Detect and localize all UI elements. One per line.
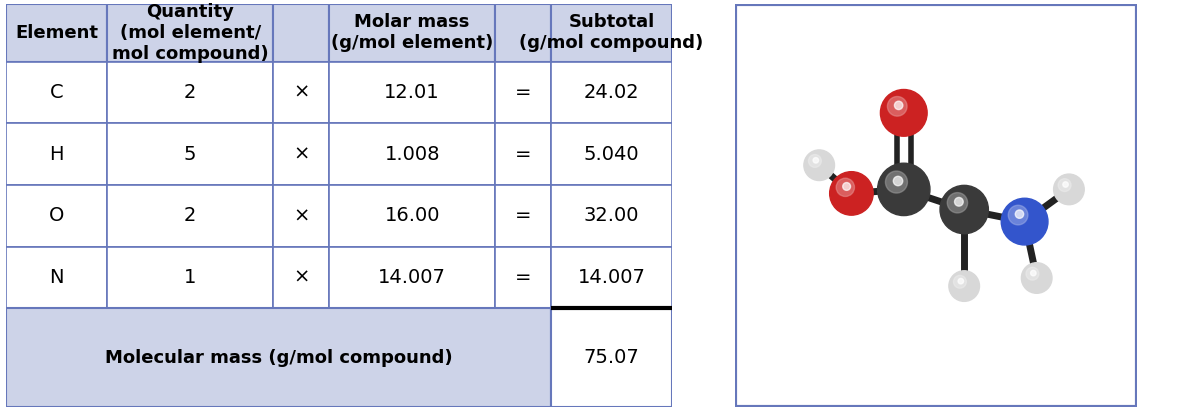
FancyBboxPatch shape bbox=[6, 247, 107, 308]
FancyBboxPatch shape bbox=[6, 123, 107, 185]
Circle shape bbox=[1054, 174, 1085, 205]
Text: Molar mass
(g/mol element): Molar mass (g/mol element) bbox=[331, 14, 493, 52]
FancyBboxPatch shape bbox=[274, 62, 329, 123]
Circle shape bbox=[947, 193, 967, 213]
FancyBboxPatch shape bbox=[551, 247, 672, 308]
Text: 5: 5 bbox=[184, 145, 197, 164]
FancyBboxPatch shape bbox=[496, 4, 551, 62]
Text: ×: × bbox=[293, 206, 310, 225]
FancyBboxPatch shape bbox=[329, 4, 496, 62]
Circle shape bbox=[1008, 205, 1028, 225]
Circle shape bbox=[893, 176, 902, 186]
Text: Element: Element bbox=[14, 24, 98, 42]
FancyBboxPatch shape bbox=[6, 308, 551, 407]
Text: 5.040: 5.040 bbox=[583, 145, 640, 164]
Circle shape bbox=[886, 171, 907, 193]
Text: =: = bbox=[515, 83, 532, 102]
Text: 12.01: 12.01 bbox=[384, 83, 440, 102]
FancyBboxPatch shape bbox=[6, 4, 107, 62]
Circle shape bbox=[1021, 263, 1052, 293]
Circle shape bbox=[958, 278, 964, 284]
Circle shape bbox=[1026, 267, 1039, 280]
Text: 2: 2 bbox=[184, 83, 197, 102]
Circle shape bbox=[954, 197, 964, 206]
Text: 1: 1 bbox=[184, 268, 197, 287]
FancyBboxPatch shape bbox=[274, 4, 329, 62]
Circle shape bbox=[894, 101, 902, 110]
Circle shape bbox=[1058, 179, 1072, 192]
Circle shape bbox=[836, 178, 854, 196]
FancyBboxPatch shape bbox=[551, 185, 672, 247]
Text: Quantity
(mol element/
mol compound): Quantity (mol element/ mol compound) bbox=[112, 3, 269, 63]
Circle shape bbox=[829, 172, 874, 215]
FancyBboxPatch shape bbox=[107, 4, 274, 62]
Text: =: = bbox=[515, 145, 532, 164]
Text: 14.007: 14.007 bbox=[577, 268, 646, 287]
FancyBboxPatch shape bbox=[551, 62, 672, 123]
Text: N: N bbox=[49, 268, 64, 287]
Text: O: O bbox=[49, 206, 64, 225]
Text: 1.008: 1.008 bbox=[384, 145, 440, 164]
FancyBboxPatch shape bbox=[6, 185, 107, 247]
FancyBboxPatch shape bbox=[496, 185, 551, 247]
Text: Subtotal
(g/mol compound): Subtotal (g/mol compound) bbox=[520, 14, 703, 52]
Text: C: C bbox=[49, 83, 64, 102]
Circle shape bbox=[949, 271, 979, 301]
FancyBboxPatch shape bbox=[107, 247, 274, 308]
FancyBboxPatch shape bbox=[329, 247, 496, 308]
Circle shape bbox=[881, 90, 928, 136]
FancyBboxPatch shape bbox=[496, 247, 551, 308]
Text: 14.007: 14.007 bbox=[378, 268, 446, 287]
Circle shape bbox=[1015, 210, 1024, 218]
Circle shape bbox=[1063, 182, 1068, 187]
FancyBboxPatch shape bbox=[551, 308, 672, 407]
FancyBboxPatch shape bbox=[329, 62, 496, 123]
Text: =: = bbox=[515, 268, 532, 287]
FancyBboxPatch shape bbox=[6, 62, 107, 123]
FancyBboxPatch shape bbox=[107, 62, 274, 123]
Circle shape bbox=[814, 157, 818, 163]
Text: 24.02: 24.02 bbox=[583, 83, 640, 102]
FancyBboxPatch shape bbox=[107, 123, 274, 185]
Circle shape bbox=[888, 97, 907, 116]
FancyBboxPatch shape bbox=[551, 4, 672, 62]
Text: ×: × bbox=[293, 268, 310, 287]
Text: 32.00: 32.00 bbox=[583, 206, 640, 225]
Text: ×: × bbox=[293, 145, 310, 164]
Circle shape bbox=[954, 275, 966, 288]
Text: =: = bbox=[515, 206, 532, 225]
Circle shape bbox=[842, 182, 851, 190]
Circle shape bbox=[877, 163, 930, 215]
FancyBboxPatch shape bbox=[329, 123, 496, 185]
FancyBboxPatch shape bbox=[274, 185, 329, 247]
Circle shape bbox=[809, 155, 821, 167]
Circle shape bbox=[940, 185, 989, 234]
FancyBboxPatch shape bbox=[107, 185, 274, 247]
FancyBboxPatch shape bbox=[551, 123, 672, 185]
Circle shape bbox=[1001, 198, 1048, 245]
FancyBboxPatch shape bbox=[329, 185, 496, 247]
FancyBboxPatch shape bbox=[274, 247, 329, 308]
FancyBboxPatch shape bbox=[496, 123, 551, 185]
FancyBboxPatch shape bbox=[6, 4, 672, 407]
FancyBboxPatch shape bbox=[496, 62, 551, 123]
FancyBboxPatch shape bbox=[274, 123, 329, 185]
Text: Molecular mass (g/mol compound): Molecular mass (g/mol compound) bbox=[104, 349, 452, 367]
Text: ×: × bbox=[293, 83, 310, 102]
Text: 16.00: 16.00 bbox=[384, 206, 440, 225]
Text: 2: 2 bbox=[184, 206, 197, 225]
Text: 75.07: 75.07 bbox=[583, 348, 640, 367]
Text: H: H bbox=[49, 145, 64, 164]
Circle shape bbox=[1031, 270, 1036, 276]
Circle shape bbox=[804, 150, 834, 180]
